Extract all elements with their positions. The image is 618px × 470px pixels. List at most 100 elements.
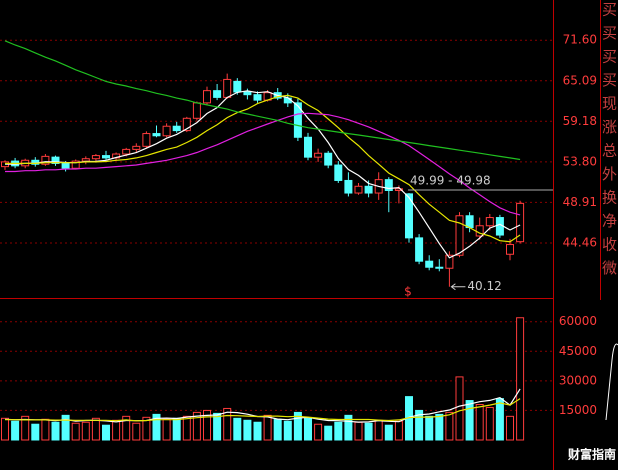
candle-body <box>132 145 141 150</box>
candle-body <box>506 244 514 255</box>
candle-body <box>71 160 80 169</box>
volume-bar <box>485 406 494 441</box>
candle-body <box>51 156 60 164</box>
candle-body <box>364 185 373 194</box>
volume-bar <box>223 407 232 441</box>
volume-bar <box>203 409 211 441</box>
candle-body <box>223 78 232 98</box>
candle-body <box>91 155 100 160</box>
volume-bar <box>31 423 40 441</box>
volume-bar <box>364 422 373 441</box>
marker: $ <box>404 285 412 299</box>
ma-line <box>5 112 521 216</box>
volume-bar <box>172 417 181 441</box>
volume-bar <box>21 415 30 441</box>
volume-tick-label: 60000 <box>559 314 597 328</box>
volume-bar <box>152 413 161 441</box>
candle-body <box>213 90 222 98</box>
volume-tick-label: 15000 <box>559 403 597 417</box>
y-tick-label: 53.80 <box>563 154 597 168</box>
volume-bar <box>314 423 323 441</box>
candle-body <box>435 266 444 269</box>
volume-bar <box>192 411 201 441</box>
volume-bar <box>41 418 50 441</box>
candle-body <box>334 164 343 181</box>
volume-bar <box>162 418 171 441</box>
volume-bar <box>273 418 282 441</box>
volume-bar <box>475 404 484 441</box>
volume-bar <box>344 414 353 441</box>
volume-bar <box>283 420 292 441</box>
volume-bar <box>293 411 302 441</box>
ma-line <box>4 40 521 161</box>
candle-body <box>324 152 333 166</box>
candle-body <box>465 215 474 229</box>
volume-bar <box>384 424 393 441</box>
candle-body <box>172 125 181 132</box>
candle-body <box>203 90 211 104</box>
side-label: 净 <box>602 212 617 230</box>
volume-bar <box>263 414 272 441</box>
side-label: 买 <box>602 1 617 19</box>
volume-bar <box>506 415 514 441</box>
volume-bar <box>112 419 121 441</box>
volume-bar <box>51 421 60 441</box>
volume-bar <box>132 422 141 441</box>
volume-bar <box>374 419 383 441</box>
candle-body <box>243 91 252 96</box>
y-tick-label: 48.91 <box>563 195 597 209</box>
y-tick-label: 65.09 <box>563 73 597 87</box>
candle-body <box>415 237 424 262</box>
candle-body <box>455 215 464 256</box>
side-label: 换 <box>602 189 617 207</box>
volume-bar <box>71 422 80 441</box>
candle-body <box>182 117 191 132</box>
candle-body <box>102 155 110 159</box>
side-label: 收 <box>602 236 617 254</box>
volume-bar <box>122 415 131 441</box>
y-tick-label: 59.18 <box>563 114 597 128</box>
ma-line <box>5 94 521 243</box>
volume-bar <box>415 409 424 441</box>
volume-tick-label: 30000 <box>559 373 597 387</box>
candle-body <box>445 254 454 269</box>
candle-body <box>162 125 171 137</box>
side-label: 总 <box>602 142 617 160</box>
side-label: 买 <box>602 24 617 42</box>
volume-bar <box>61 414 70 441</box>
candle-body <box>405 193 413 239</box>
volume-bar <box>253 421 262 441</box>
candle-body <box>344 179 353 194</box>
volume-bar <box>11 420 20 441</box>
candle-body <box>233 80 242 93</box>
candle-body <box>41 155 50 165</box>
y-tick-label: 44.46 <box>563 236 597 250</box>
volume-ma-line <box>5 398 521 422</box>
volume-bar <box>354 421 363 441</box>
volume-bar <box>435 413 444 441</box>
volume-bar <box>81 421 90 441</box>
candle-body <box>384 179 393 191</box>
candle-body <box>192 102 201 119</box>
volume-bar <box>445 411 454 441</box>
candle-body <box>314 152 323 158</box>
side-sparkline <box>605 343 618 421</box>
candle-body <box>394 188 403 191</box>
watermark: 财富指南 <box>567 447 616 462</box>
y-tick-label: 71.60 <box>563 33 597 47</box>
candle-body <box>283 97 292 104</box>
candle-body <box>122 148 131 155</box>
volume-bar <box>91 417 100 441</box>
annotation: 40.12 <box>467 279 501 293</box>
annotation: 49.99 - 49.98 <box>410 174 491 188</box>
volume-bar <box>334 421 343 441</box>
candle-body <box>61 162 70 169</box>
candle-body <box>304 136 312 158</box>
volume-bar <box>324 425 333 441</box>
volume-bar <box>233 417 242 441</box>
side-label: 买 <box>602 48 617 66</box>
volume-bar <box>516 317 525 441</box>
volume-bar <box>1 417 9 441</box>
